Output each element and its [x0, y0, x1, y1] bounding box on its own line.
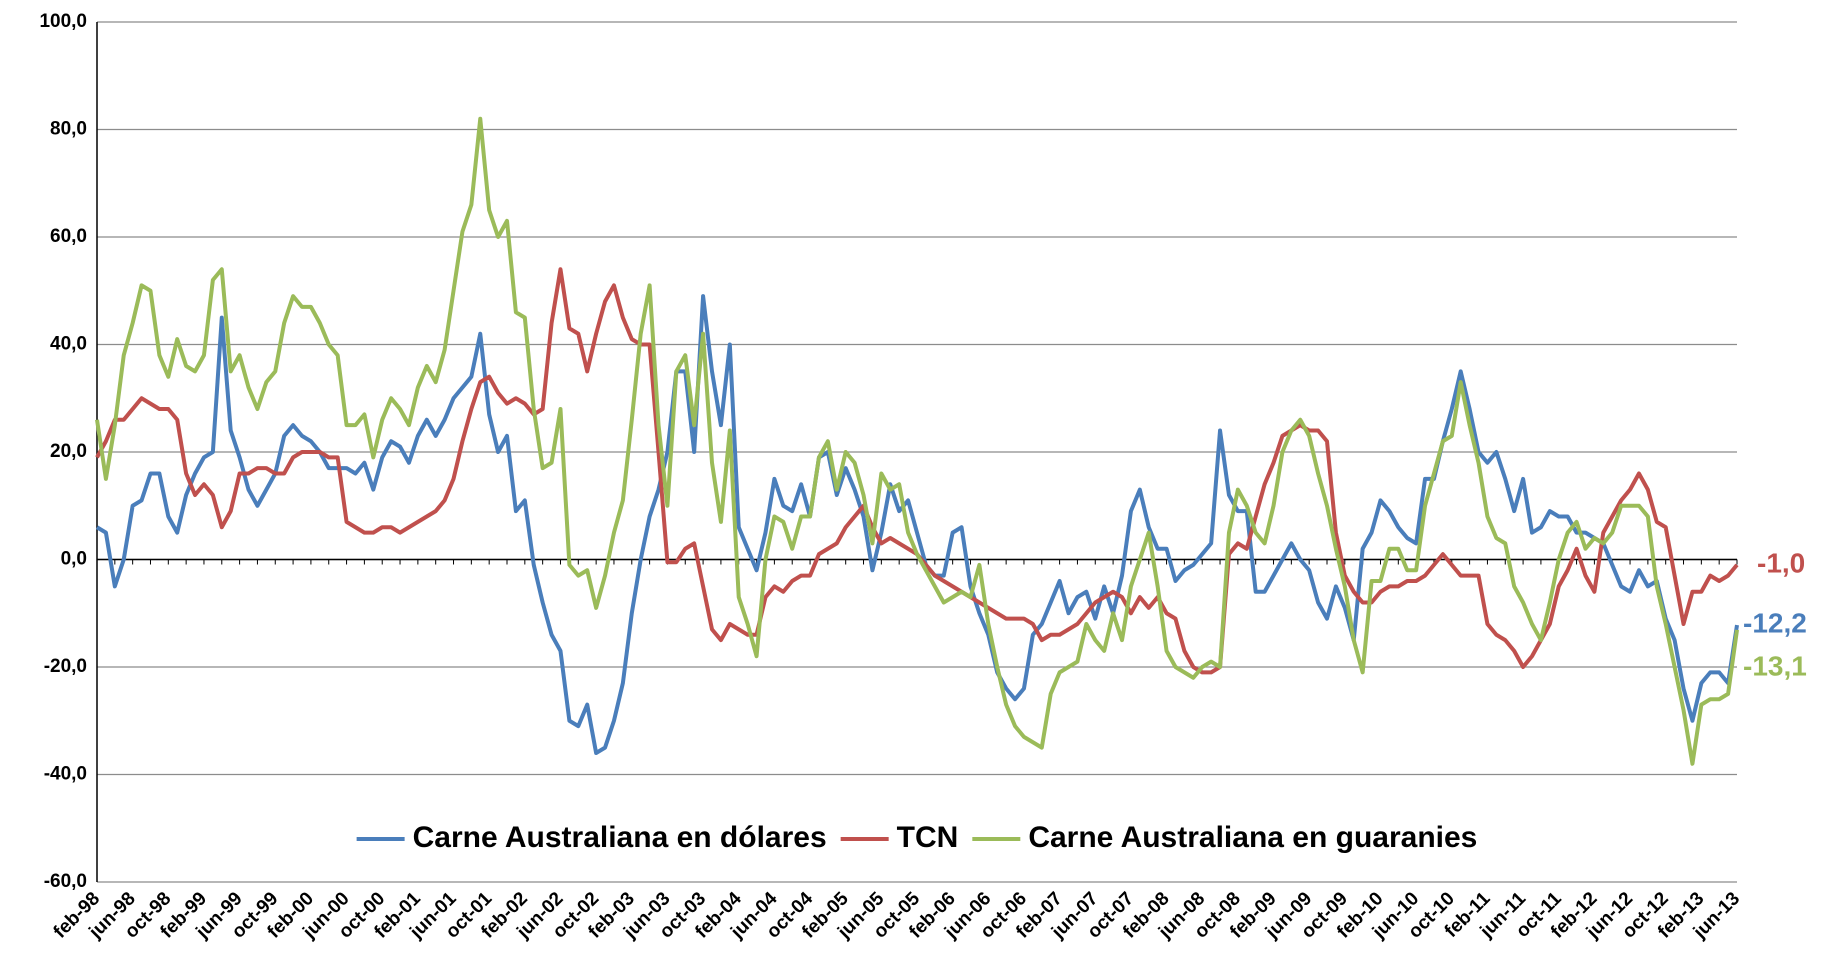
legend-label: Carne Australiana en dólares — [413, 821, 827, 854]
legend-label: TCN — [897, 821, 959, 854]
end-value-label: -1,0 — [1757, 547, 1805, 578]
y-tick-label: -40,0 — [44, 764, 87, 785]
end-value-label: -12,2 — [1743, 607, 1807, 638]
series-line — [95, 116, 1739, 766]
y-tick-label: 20,0 — [50, 441, 87, 462]
end-value-label: -13,1 — [1743, 650, 1807, 681]
y-tick-label: 0,0 — [61, 549, 87, 570]
y-tick-label: -20,0 — [44, 656, 87, 677]
y-tick-label: 80,0 — [50, 119, 87, 140]
y-tick-label: 60,0 — [50, 226, 87, 247]
series-line — [95, 267, 1739, 675]
legend-label: Carne Australiana en guaranies — [1028, 821, 1477, 854]
y-tick-label: 100,0 — [39, 11, 87, 32]
y-tick-label: 40,0 — [50, 334, 87, 355]
series-line — [95, 294, 1739, 755]
y-tick-label: -60,0 — [44, 871, 87, 892]
